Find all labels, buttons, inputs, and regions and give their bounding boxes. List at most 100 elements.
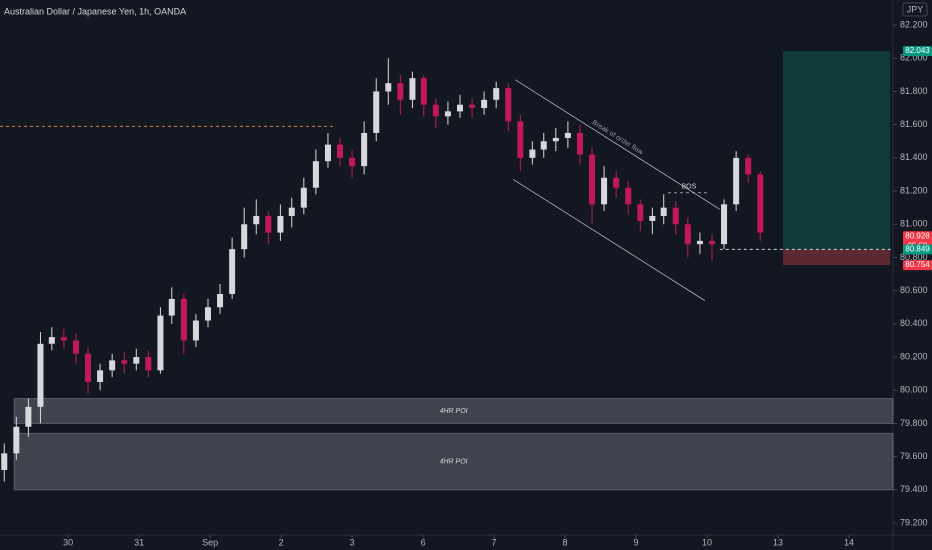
candle-body (613, 177, 620, 188)
poi-zone (13, 398, 894, 424)
candle-body (109, 360, 116, 371)
candle-body (625, 187, 632, 205)
candle-body (397, 83, 404, 100)
price-tag-label: 80.754 (905, 260, 930, 269)
price-tag (903, 46, 932, 57)
candle-body (60, 337, 67, 341)
x-tick-label: 31 (134, 537, 144, 547)
candle-body (312, 161, 319, 188)
price-tag-label: 80.849 (905, 244, 930, 253)
candle-body (72, 340, 79, 354)
price-tag-label: 80.928 (905, 231, 930, 240)
y-tick-label: 80.600 (900, 285, 928, 295)
candle-body (721, 204, 728, 245)
currency-box (902, 2, 928, 17)
candle-body (157, 315, 164, 371)
x-tick-label: 8 (563, 537, 568, 547)
candle-body (300, 187, 307, 208)
candle-body (121, 360, 128, 364)
x-tick-label: Sep (202, 537, 218, 547)
candle-body (552, 137, 559, 142)
x-tick-label: 14 (844, 537, 854, 547)
candle-body (409, 78, 416, 100)
candle-body (432, 104, 439, 117)
candle-body (708, 240, 715, 245)
candle-body (696, 240, 703, 245)
candle-body (204, 307, 211, 321)
candle-body (672, 207, 679, 225)
candle-body (253, 215, 260, 225)
poi-label: 4HR POI (440, 408, 468, 415)
x-tick-label: 10 (702, 537, 712, 547)
y-tick-label: 82.200 (900, 19, 928, 29)
candle-body (337, 144, 344, 158)
stop-zone (782, 249, 891, 266)
x-tick-label: 2 (279, 537, 284, 547)
price-tag-label: 82.043 (905, 46, 930, 55)
candle-body (180, 298, 187, 341)
candle-body (540, 141, 547, 150)
candle-body (288, 207, 295, 216)
y-tick-label: 80.200 (900, 351, 928, 361)
x-tick-label: 13 (773, 537, 783, 547)
candle-body (324, 144, 331, 162)
channel-line (513, 179, 706, 301)
x-tick-label: 30 (63, 537, 73, 547)
chart-title: Australian Dollar / Japanese Yen, 1h, OA… (4, 6, 186, 16)
candle-body (373, 91, 380, 133)
candle-body (684, 224, 691, 245)
poi-zone (13, 432, 894, 491)
candle-body (517, 121, 524, 158)
y-tick-label: 81.400 (900, 152, 928, 162)
candle-body (229, 249, 236, 294)
candle-body (168, 298, 175, 316)
y-tick-label: 81.000 (900, 219, 928, 229)
candle-body (85, 353, 92, 382)
candle-body (241, 224, 248, 250)
y-tick-label: 80.000 (900, 385, 928, 395)
candle-body (529, 149, 536, 158)
candle-body (576, 132, 583, 155)
level-label: BOS (682, 184, 697, 191)
x-tick-label: 6 (421, 537, 426, 547)
candle-body (385, 83, 392, 92)
y-tick-label: 79.800 (900, 418, 928, 428)
y-tick-label: 81.600 (900, 119, 928, 129)
candle-body (97, 370, 104, 382)
candle-body (133, 357, 140, 364)
y-tick-label: 82.000 (900, 53, 928, 63)
candle-body (733, 157, 740, 205)
candle-body (265, 215, 272, 233)
channel-line (515, 79, 721, 210)
target-zone (782, 51, 891, 250)
candle-body (1, 453, 8, 470)
candle-body (745, 157, 752, 175)
candle-body (420, 78, 427, 105)
candle-body (444, 111, 451, 117)
y-tick-label: 79.200 (900, 517, 928, 527)
y-tick-label: 79.600 (900, 451, 928, 461)
candle-body (505, 88, 512, 122)
candle-body (349, 157, 356, 167)
price-tag (903, 244, 932, 255)
candle-body (601, 177, 608, 205)
candle-body (145, 357, 152, 371)
candle-body (361, 132, 368, 167)
candle-body (649, 215, 656, 221)
y-tick-label: 81.200 (900, 185, 928, 195)
candle-body (456, 104, 463, 112)
currency-label: JPY (907, 4, 924, 14)
candle-body (192, 320, 199, 341)
candle-body (277, 215, 284, 233)
candle-body (25, 406, 32, 427)
y-tick-label: 81.800 (900, 86, 928, 96)
candle-body (37, 343, 44, 407)
candle-body (493, 88, 500, 100)
candle-body (564, 132, 571, 138)
candle-body (469, 104, 476, 109)
candle-body (637, 204, 644, 221)
y-tick-label: 80.400 (900, 318, 928, 328)
candle-body (757, 174, 764, 233)
